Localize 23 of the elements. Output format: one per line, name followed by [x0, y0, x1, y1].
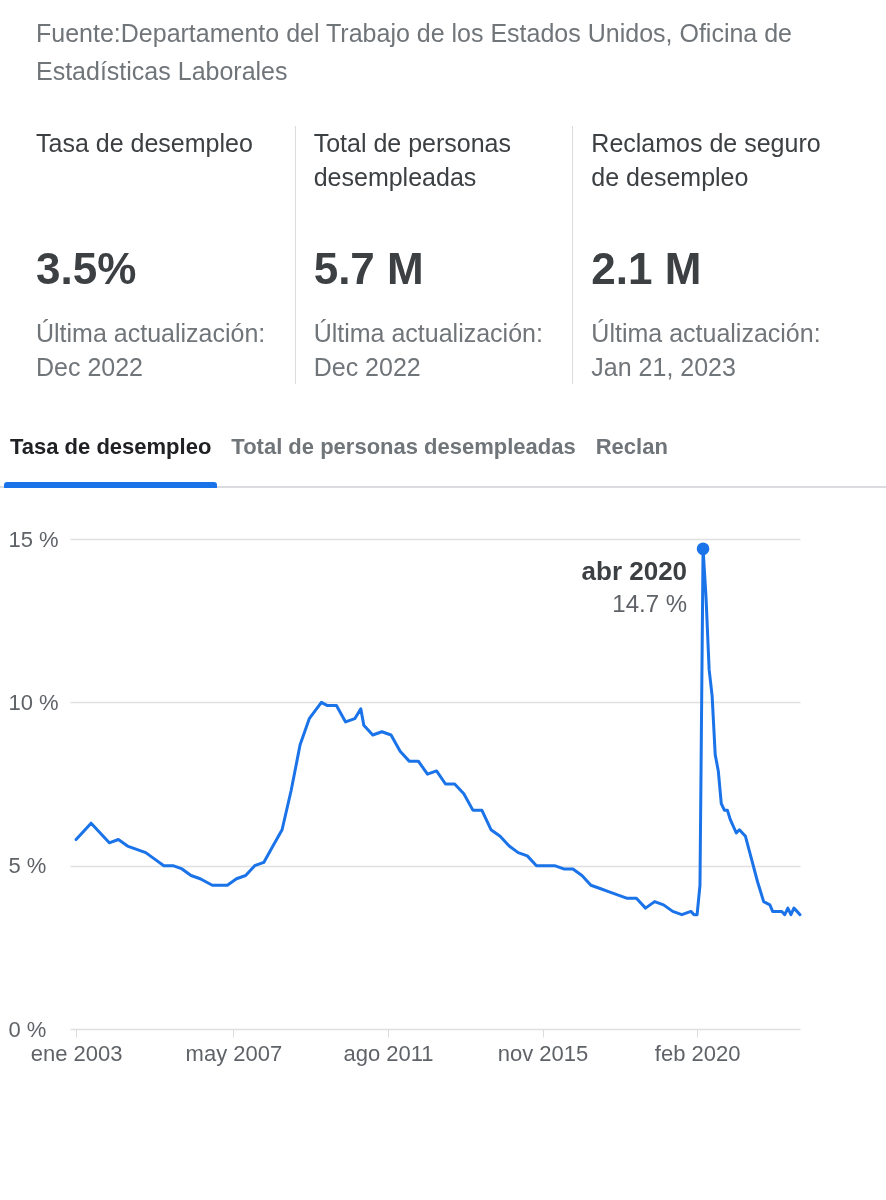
y-tick-label: 15 %	[8, 526, 59, 552]
y-tick-label: 5 %	[8, 853, 47, 879]
x-tick-label: ene 2003	[30, 1040, 123, 1066]
x-tick-label: feb 2020	[654, 1040, 741, 1066]
x-tick-label: ago 2011	[343, 1040, 434, 1066]
text: 3.5%	[36, 244, 138, 294]
annotation: abr 2020 14.7 %	[581, 555, 688, 617]
x-tick-label: nov 2015	[497, 1040, 589, 1066]
y-tick-label: 0 %	[8, 1016, 47, 1042]
x-tick-label: may 2007	[185, 1040, 283, 1066]
text: Reclamos de seguro de desempleo	[591, 128, 822, 193]
text: Última actualización: Jan 21, 2023	[591, 318, 822, 383]
source-note: Fuente:Departamento del Trabajo de los Estados Unidos, Oficina de Estadísticas Laborales	[35, 18, 793, 87]
text: Total de personas desempleadas	[231, 434, 576, 459]
text: 5.7 M	[313, 244, 425, 294]
y-tick-label: 10 %	[8, 689, 59, 715]
text: Última actualización: Dec 2022	[36, 318, 267, 383]
text: Tasa de desempleo	[10, 434, 212, 459]
text: Última actualización: Dec 2022	[313, 318, 544, 383]
text: Tasa de desempleo	[36, 128, 254, 159]
text: Total de personas desempleadas	[313, 128, 513, 193]
text: Reclan	[595, 434, 668, 459]
text: 2.1 M	[591, 244, 703, 294]
